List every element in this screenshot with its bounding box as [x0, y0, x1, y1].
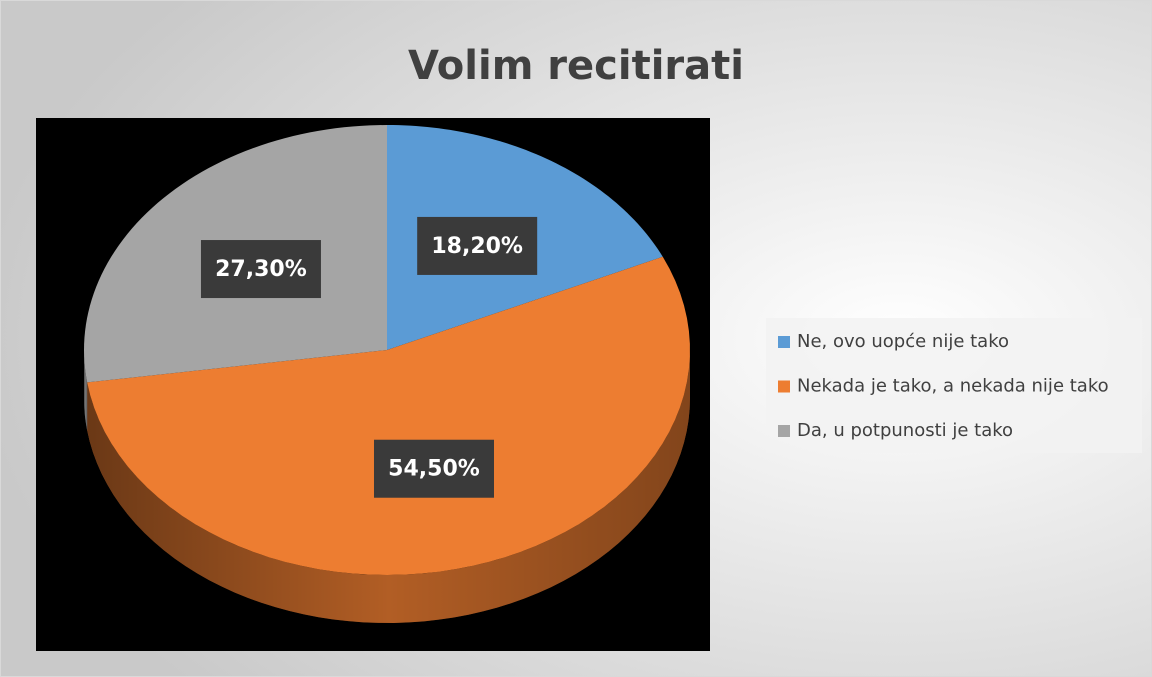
slice-side-shade	[87, 350, 690, 623]
legend	[766, 318, 1142, 453]
legend-label: Da, u potpunosti je tako	[797, 420, 1013, 441]
data-label-box	[373, 439, 494, 498]
slice-side-shade	[84, 350, 88, 431]
legend-swatch	[778, 425, 790, 437]
data-label-box	[417, 216, 538, 275]
legend-label: Nekada je tako, a nekada nije tako	[797, 376, 1109, 397]
slice	[87, 256, 690, 575]
data-label: 18,20%	[431, 234, 523, 259]
legend-swatch	[778, 380, 790, 393]
data-label-box	[200, 240, 321, 299]
data-label: 27,30%	[215, 257, 307, 282]
chart-title: Volim recitirati	[408, 43, 744, 89]
legend-swatch	[778, 336, 790, 348]
data-label: 54,50%	[388, 457, 480, 482]
legend-label: Ne, ovo uopće nije tako	[797, 331, 1009, 352]
